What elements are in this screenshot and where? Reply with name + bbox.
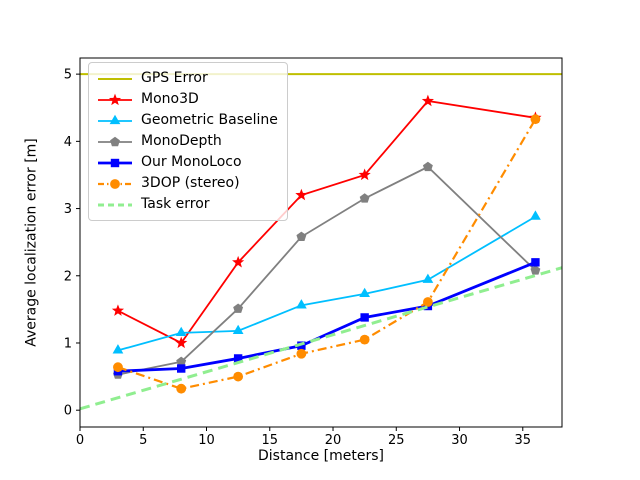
legend-sample-marker [108,93,122,105]
legend-label-geometric-baseline: Geometric Baseline [141,112,278,128]
series-geometric-baseline [112,210,541,354]
series-3dop-stereo-marker [359,334,370,345]
y-tick-label: 0 [64,404,72,419]
legend-label-monodepth: MonoDepth [141,133,222,149]
y-axis-ticks: 0 1 2 3 4 5 [64,68,80,419]
x-tick-label: 0 [76,433,84,448]
x-tick-label: 10 [198,433,215,448]
series-monodepth-marker [176,356,187,367]
series-mono3d-marker [111,304,125,316]
axes-spines [79,57,563,428]
series-mono3d-marker [421,94,434,107]
series-geometric-baseline-marker [232,324,244,334]
legend-sample-mono3d [98,93,132,105]
series-3dop-stereo [113,114,541,394]
series-geometric-baseline-marker [175,326,187,336]
x-axis-label: Distance [meters] [258,448,384,464]
series-geometric-baseline-marker [530,210,541,220]
series-3dop-stereo-marker [113,362,123,373]
series-geometric-baseline-marker [422,273,434,283]
series-mono3d-marker [232,255,245,268]
series-monodepth-marker [359,193,370,203]
legend-sample-geometric-baseline [98,114,132,124]
legend-item-task-error: Task error [97,194,278,215]
legend-sample-monodepth [98,136,132,146]
series-3dop-stereo-marker [176,383,187,394]
series-geometric-baseline-marker [359,287,371,298]
legend-label-our-monoloco: Our MonoLoco [141,154,242,170]
x-tick-label: 20 [325,433,342,448]
series-our-monoloco-marker [531,258,540,267]
legend-item-monodepth: MonoDepth [97,131,278,152]
legend-sample-our-monoloco [98,158,132,167]
series-our-monoloco-marker [360,313,369,322]
legend-sample-gps-error [98,77,132,80]
legend-label-task-error: Task error [141,196,210,212]
legend-item-our-monoloco: Our MonoLoco [97,152,278,173]
y-tick-label: 4 [64,135,72,150]
legend: GPS Error Mono3D Geometric Baseline MonoDep… [88,62,288,221]
x-tick-label: 15 [261,433,278,448]
legend-sample-task-error [98,203,132,206]
series-monodepth-marker [233,303,244,313]
series-mono3d [111,94,542,349]
series-monodepth-marker [530,265,541,275]
series-mono3d-marker [175,336,188,349]
series-3dop-stereo-marker [233,371,244,382]
series-our-monoloco-marker [177,364,186,373]
legend-label-3dop-stereo: 3DOP (stereo) [141,175,240,191]
y-tick-label: 3 [64,202,72,217]
legend-item-3dop-stereo: 3DOP (stereo) [97,173,278,194]
series-geometric-baseline-marker [112,344,124,354]
legend-item-mono3d: Mono3D [97,89,278,110]
legend-sample-marker [110,178,120,189]
series-geometric-baseline-marker [296,299,307,309]
y-tick-label: 2 [64,269,72,284]
x-tick-label: 30 [451,433,468,448]
y-axis-label: Average localization error [m] [23,138,40,347]
series-monodepth-marker [296,231,307,241]
series-3dop-stereo-marker [530,114,541,125]
x-tick-label: 25 [388,433,405,448]
x-axis-ticks: 0 5 10 15 20 25 30 35 [76,427,531,448]
legend-item-gps-error: GPS Error [97,68,278,89]
series-3dop-stereo-marker [296,348,307,359]
legend-sample-marker [110,158,120,167]
legend-label-mono3d: Mono3D [141,91,199,107]
legend-item-geometric-baseline: Geometric Baseline [97,110,278,131]
legend-sample-3dop-stereo [98,178,132,189]
y-tick-label: 5 [64,68,72,83]
x-tick-label: 5 [139,433,147,448]
legend-label-gps-error: GPS Error [141,70,208,86]
series-mono3d-marker [358,168,371,181]
legend-sample-marker [109,114,121,124]
series-3dop-stereo-marker [423,297,433,307]
y-tick-label: 1 [64,336,72,351]
x-tick-label: 35 [515,433,532,448]
series-task-error-line [79,266,563,411]
series-mono3d-marker [295,188,308,201]
legend-sample-marker [110,136,120,146]
series-task-error [79,266,563,411]
series-monodepth-marker [422,161,433,172]
